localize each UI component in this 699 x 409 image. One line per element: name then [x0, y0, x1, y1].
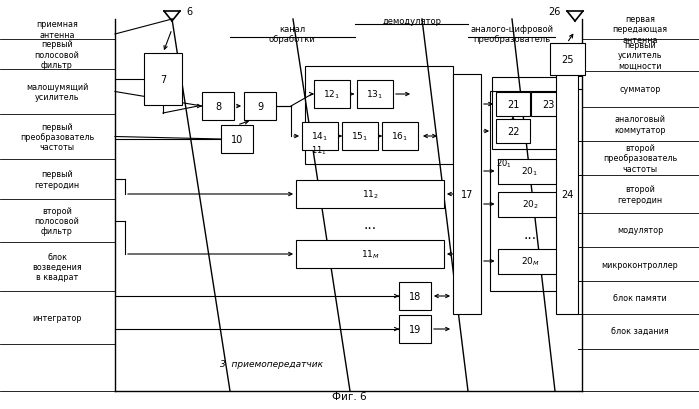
- Text: $15_1$: $15_1$: [352, 130, 368, 143]
- Bar: [498, 192, 563, 217]
- Bar: [357, 81, 393, 109]
- Text: $20_1$: $20_1$: [521, 165, 538, 178]
- Bar: [221, 126, 253, 154]
- Bar: [244, 93, 276, 121]
- Bar: [399, 282, 431, 310]
- Bar: [302, 123, 338, 151]
- Text: ...: ...: [524, 227, 537, 241]
- Bar: [314, 81, 350, 109]
- Text: 8: 8: [215, 102, 221, 112]
- Bar: [492, 78, 568, 150]
- Text: 19: 19: [409, 324, 421, 334]
- Bar: [305, 67, 453, 164]
- Text: $11_M$: $11_M$: [361, 248, 380, 261]
- Text: 26: 26: [549, 7, 561, 17]
- Bar: [549, 44, 584, 76]
- Text: 7: 7: [160, 75, 166, 85]
- Text: интегратор: интегратор: [32, 313, 82, 322]
- Text: первая
передающая
антенна: первая передающая антенна: [612, 15, 668, 45]
- Text: 21: 21: [507, 100, 519, 110]
- Text: демодулятор: демодулятор: [382, 17, 442, 26]
- Bar: [531, 93, 565, 117]
- Text: $16_1$: $16_1$: [391, 130, 408, 143]
- Text: первый
усилитель
мощности: первый усилитель мощности: [618, 41, 662, 71]
- Bar: [296, 240, 444, 268]
- Text: 10: 10: [231, 135, 243, 145]
- Bar: [490, 92, 570, 291]
- Text: 3  приемопередатчик: 3 приемопередатчик: [220, 360, 323, 369]
- Text: канал
обработки: канал обработки: [268, 25, 315, 44]
- Text: первый
гетеродин: первый гетеродин: [34, 170, 80, 189]
- Text: второй
полосовой
фильтр: второй полосовой фильтр: [34, 206, 80, 236]
- Text: 9: 9: [257, 102, 263, 112]
- Text: блок памяти: блок памяти: [613, 293, 667, 302]
- Text: блок задания: блок задания: [611, 327, 669, 336]
- Bar: [399, 315, 431, 343]
- Text: модулятор: модулятор: [617, 226, 663, 235]
- Text: 22: 22: [507, 127, 519, 137]
- Text: 17: 17: [461, 189, 473, 200]
- Text: Фиг. 6: Фиг. 6: [332, 391, 366, 401]
- Text: первый
преобразователь
частоты: первый преобразователь частоты: [20, 122, 94, 152]
- Text: $13_1$: $13_1$: [366, 88, 384, 101]
- Text: сумматор: сумматор: [619, 85, 661, 94]
- Text: 24: 24: [561, 189, 573, 200]
- Text: 18: 18: [409, 291, 421, 301]
- Text: второй
гетеродин: второй гетеродин: [617, 185, 663, 204]
- Text: 23: 23: [542, 100, 554, 110]
- Text: микроконтроллер: микроконтроллер: [602, 260, 678, 269]
- Text: аналого-цифровой
преобразователь: аналого-цифровой преобразователь: [470, 25, 554, 44]
- Text: $14_1$: $14_1$: [312, 130, 329, 143]
- Bar: [382, 123, 418, 151]
- Bar: [496, 93, 530, 117]
- Text: $11_1$: $11_1$: [311, 144, 327, 157]
- Bar: [296, 180, 444, 209]
- Bar: [498, 159, 563, 184]
- Bar: [496, 120, 530, 144]
- Text: малошумящий
усилитель: малошумящий усилитель: [26, 83, 88, 102]
- Text: 6: 6: [186, 7, 192, 17]
- Bar: [202, 93, 234, 121]
- Text: первый
полосовой
фильтр: первый полосовой фильтр: [34, 40, 80, 70]
- Text: блок
возведения
в квадрат: блок возведения в квадрат: [32, 252, 82, 282]
- Bar: [453, 75, 481, 314]
- Text: ...: ...: [363, 218, 377, 231]
- Bar: [342, 123, 378, 151]
- Bar: [144, 54, 182, 106]
- Text: $20_M$: $20_M$: [521, 255, 540, 267]
- Text: второй
преобразователь
частоты: второй преобразователь частоты: [603, 144, 677, 173]
- Text: 25: 25: [561, 55, 573, 65]
- Text: $20_2$: $20_2$: [521, 198, 538, 211]
- Bar: [556, 75, 578, 314]
- Text: $12_1$: $12_1$: [324, 88, 340, 101]
- Text: аналоговый
коммутатор: аналоговый коммутатор: [614, 115, 665, 135]
- Bar: [498, 249, 563, 274]
- Text: приемная
антенна: приемная антенна: [36, 20, 78, 40]
- Text: $11_2$: $11_2$: [361, 188, 378, 201]
- Text: $20_1$: $20_1$: [496, 157, 512, 170]
